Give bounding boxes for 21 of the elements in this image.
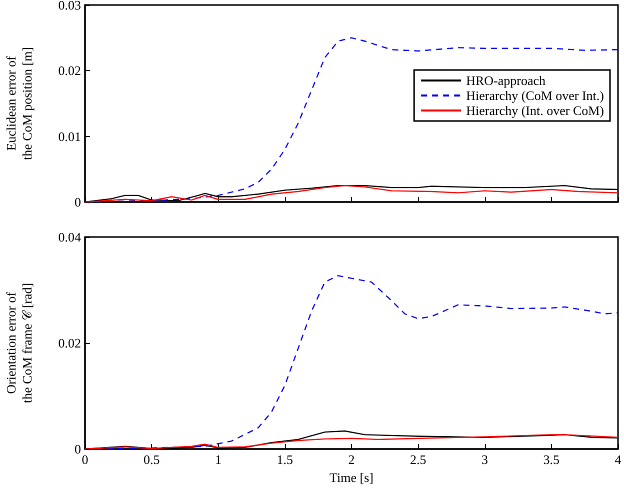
y-tick-label: 0.01 bbox=[58, 128, 81, 144]
y-tick-label: 0.03 bbox=[58, 0, 81, 12]
x-axis-title: Time [s] bbox=[330, 470, 374, 485]
y-tick-label: 0 bbox=[74, 442, 81, 456]
x-tick-label: 4 bbox=[614, 452, 622, 467]
legend-label: Hierarchy (Int. over CoM) bbox=[466, 103, 604, 118]
x-tick-label: 3.5 bbox=[543, 452, 560, 467]
y-tick-label: 0 bbox=[74, 194, 81, 210]
x-tick-label: 2.5 bbox=[410, 452, 426, 467]
legend-label: Hierarchy (CoM over Int.) bbox=[466, 88, 604, 103]
y-axis-title: Euclidean error of the CoM position [m] bbox=[4, 46, 34, 160]
legend-label: HRO-approach bbox=[466, 73, 546, 88]
x-tick-label: 3 bbox=[482, 452, 488, 467]
x-tick-label: 1.5 bbox=[276, 452, 293, 467]
x-tick-label: 0.5 bbox=[144, 452, 160, 467]
y-tick-label: 0.04 bbox=[58, 230, 82, 244]
x-tick-label: 1 bbox=[215, 452, 222, 467]
y-tick-label: 0.02 bbox=[58, 336, 81, 350]
x-tick-label: 2 bbox=[348, 452, 355, 467]
y-tick-label: 0.02 bbox=[58, 63, 81, 78]
y-axis-title: Orientation error of the CoM frame 𝒞 [rad] bbox=[4, 282, 34, 404]
